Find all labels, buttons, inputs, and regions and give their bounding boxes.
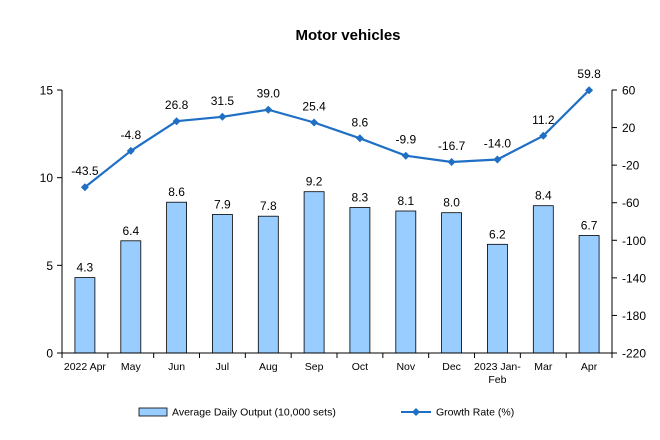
chart-title: Motor vehicles [295, 27, 400, 44]
growth-rate-label: -43.5 [71, 164, 99, 178]
growth-rate-point-5 [264, 105, 273, 114]
growth-rate-label: 11.2 [532, 113, 555, 127]
growth-rate-label: 26.8 [165, 98, 189, 112]
right-tick-label: -60 [622, 196, 640, 210]
bar-value-label: 8.6 [168, 185, 185, 199]
growth-rate-label: 31.5 [211, 94, 235, 108]
growth-rate-line [84, 89, 590, 189]
legend-swatch-marker [412, 408, 420, 416]
x-category-label: Jun [168, 361, 185, 373]
x-category-label: May [121, 361, 142, 373]
left-tick-label: 5 [46, 259, 53, 273]
left-y-axis-ticks: 0 5 10 15 [40, 84, 62, 361]
x-category-label: Oct [352, 361, 368, 373]
left-tick-label: 15 [40, 84, 54, 98]
left-tick-label: 10 [40, 171, 54, 185]
right-tick-label: -140 [622, 271, 646, 285]
growth-rate-point-4 [218, 112, 227, 121]
growth-rate-point-10 [493, 155, 502, 164]
line-series [80, 86, 594, 192]
bar-5 [257, 215, 279, 354]
growth-rate-label: -16.7 [438, 139, 466, 153]
legend: Average Daily Output (10,000 sets) Growt… [138, 407, 514, 419]
bar-value-label: 6.2 [489, 227, 506, 241]
bar-value-label: 9.2 [306, 175, 323, 189]
right-y-axis-ticks: 60 20 -20 -60 -100 -140 -180 -220 [612, 84, 646, 361]
bar-4 [211, 214, 233, 354]
bar-value-label: 8.3 [352, 191, 369, 205]
growth-rate-point-8 [401, 151, 410, 160]
line-data-labels: -43.5 -4.8 26.8 31.5 39.0 25.4 8.6 -9.9 -16.7 -14… [71, 67, 601, 178]
bar-7 [349, 207, 371, 354]
growth-rate-point-7 [355, 134, 364, 143]
bar-value-label: 6.7 [581, 219, 598, 233]
growth-rate-label: -14.0 [484, 137, 512, 151]
x-category-label: Dec [442, 361, 461, 373]
x-category-label: Apr [581, 361, 598, 373]
x-category-label: Jul [216, 361, 229, 373]
legend-label-line: Growth Rate (%) [436, 407, 514, 419]
bar-9 [441, 212, 463, 354]
x-category-label: Mar [534, 361, 553, 373]
growth-rate-label: 8.6 [352, 115, 369, 129]
growth-rate-point-1 [80, 183, 89, 192]
bar-series [74, 191, 600, 354]
growth-rate-label: -4.8 [120, 128, 141, 142]
bar-value-label: 7.9 [214, 198, 231, 212]
x-category-label: 2022 Apr [64, 361, 107, 373]
bar-value-label: 8.1 [397, 194, 414, 208]
growth-rate-label: 39.0 [257, 87, 281, 101]
x-category-label: Nov [396, 361, 415, 373]
bar-2 [120, 240, 142, 354]
bar-12 [578, 235, 600, 354]
growth-rate-point-6 [310, 118, 319, 127]
bar-data-labels: 4.3 6.4 8.6 7.9 7.8 9.2 8.3 8.1 8.0 6.2 8.4 6.7 [77, 175, 598, 275]
right-tick-label: 20 [622, 121, 636, 135]
legend-swatch-bar [138, 407, 168, 417]
bar-value-label: 7.8 [260, 199, 277, 213]
bar-value-label: 6.4 [122, 224, 139, 238]
x-axis-category-labels: 2022 Apr May Jun Jul Aug Sep Oct Nov Dec 2023 Jan… [61, 353, 613, 386]
growth-rate-label: -9.9 [395, 133, 416, 147]
bar-3 [166, 201, 188, 354]
right-tick-label: -100 [622, 234, 646, 248]
legend-label-bar: Average Daily Output (10,000 sets) [172, 407, 336, 419]
growth-rate-point-9 [447, 158, 456, 166]
bar-value-label: 8.4 [535, 189, 552, 203]
bar-6 [303, 191, 325, 354]
left-tick-label: 0 [46, 347, 53, 361]
right-tick-label: -20 [622, 159, 640, 173]
growth-rate-point-2 [126, 146, 135, 155]
growth-rate-label: 59.8 [577, 67, 601, 81]
bar-value-label: 4.3 [77, 261, 94, 275]
x-category-label: Sep [305, 361, 324, 373]
bar-10 [486, 243, 508, 354]
x-category-label: 2023 Jan-Feb [474, 361, 521, 386]
growth-rate-point-3 [172, 117, 181, 126]
growth-rate-point-11 [539, 131, 548, 140]
bar-8 [395, 210, 417, 354]
x-category-label: Aug [259, 361, 278, 373]
growth-rate-label: 25.4 [302, 100, 326, 114]
bar-value-label: 8.0 [443, 196, 460, 210]
bar-1 [74, 277, 96, 354]
bar-11 [532, 205, 554, 354]
right-tick-label: -180 [622, 309, 646, 323]
right-tick-label: -220 [622, 347, 646, 361]
right-tick-label: 60 [622, 84, 636, 98]
growth-rate-point-12 [585, 86, 594, 95]
